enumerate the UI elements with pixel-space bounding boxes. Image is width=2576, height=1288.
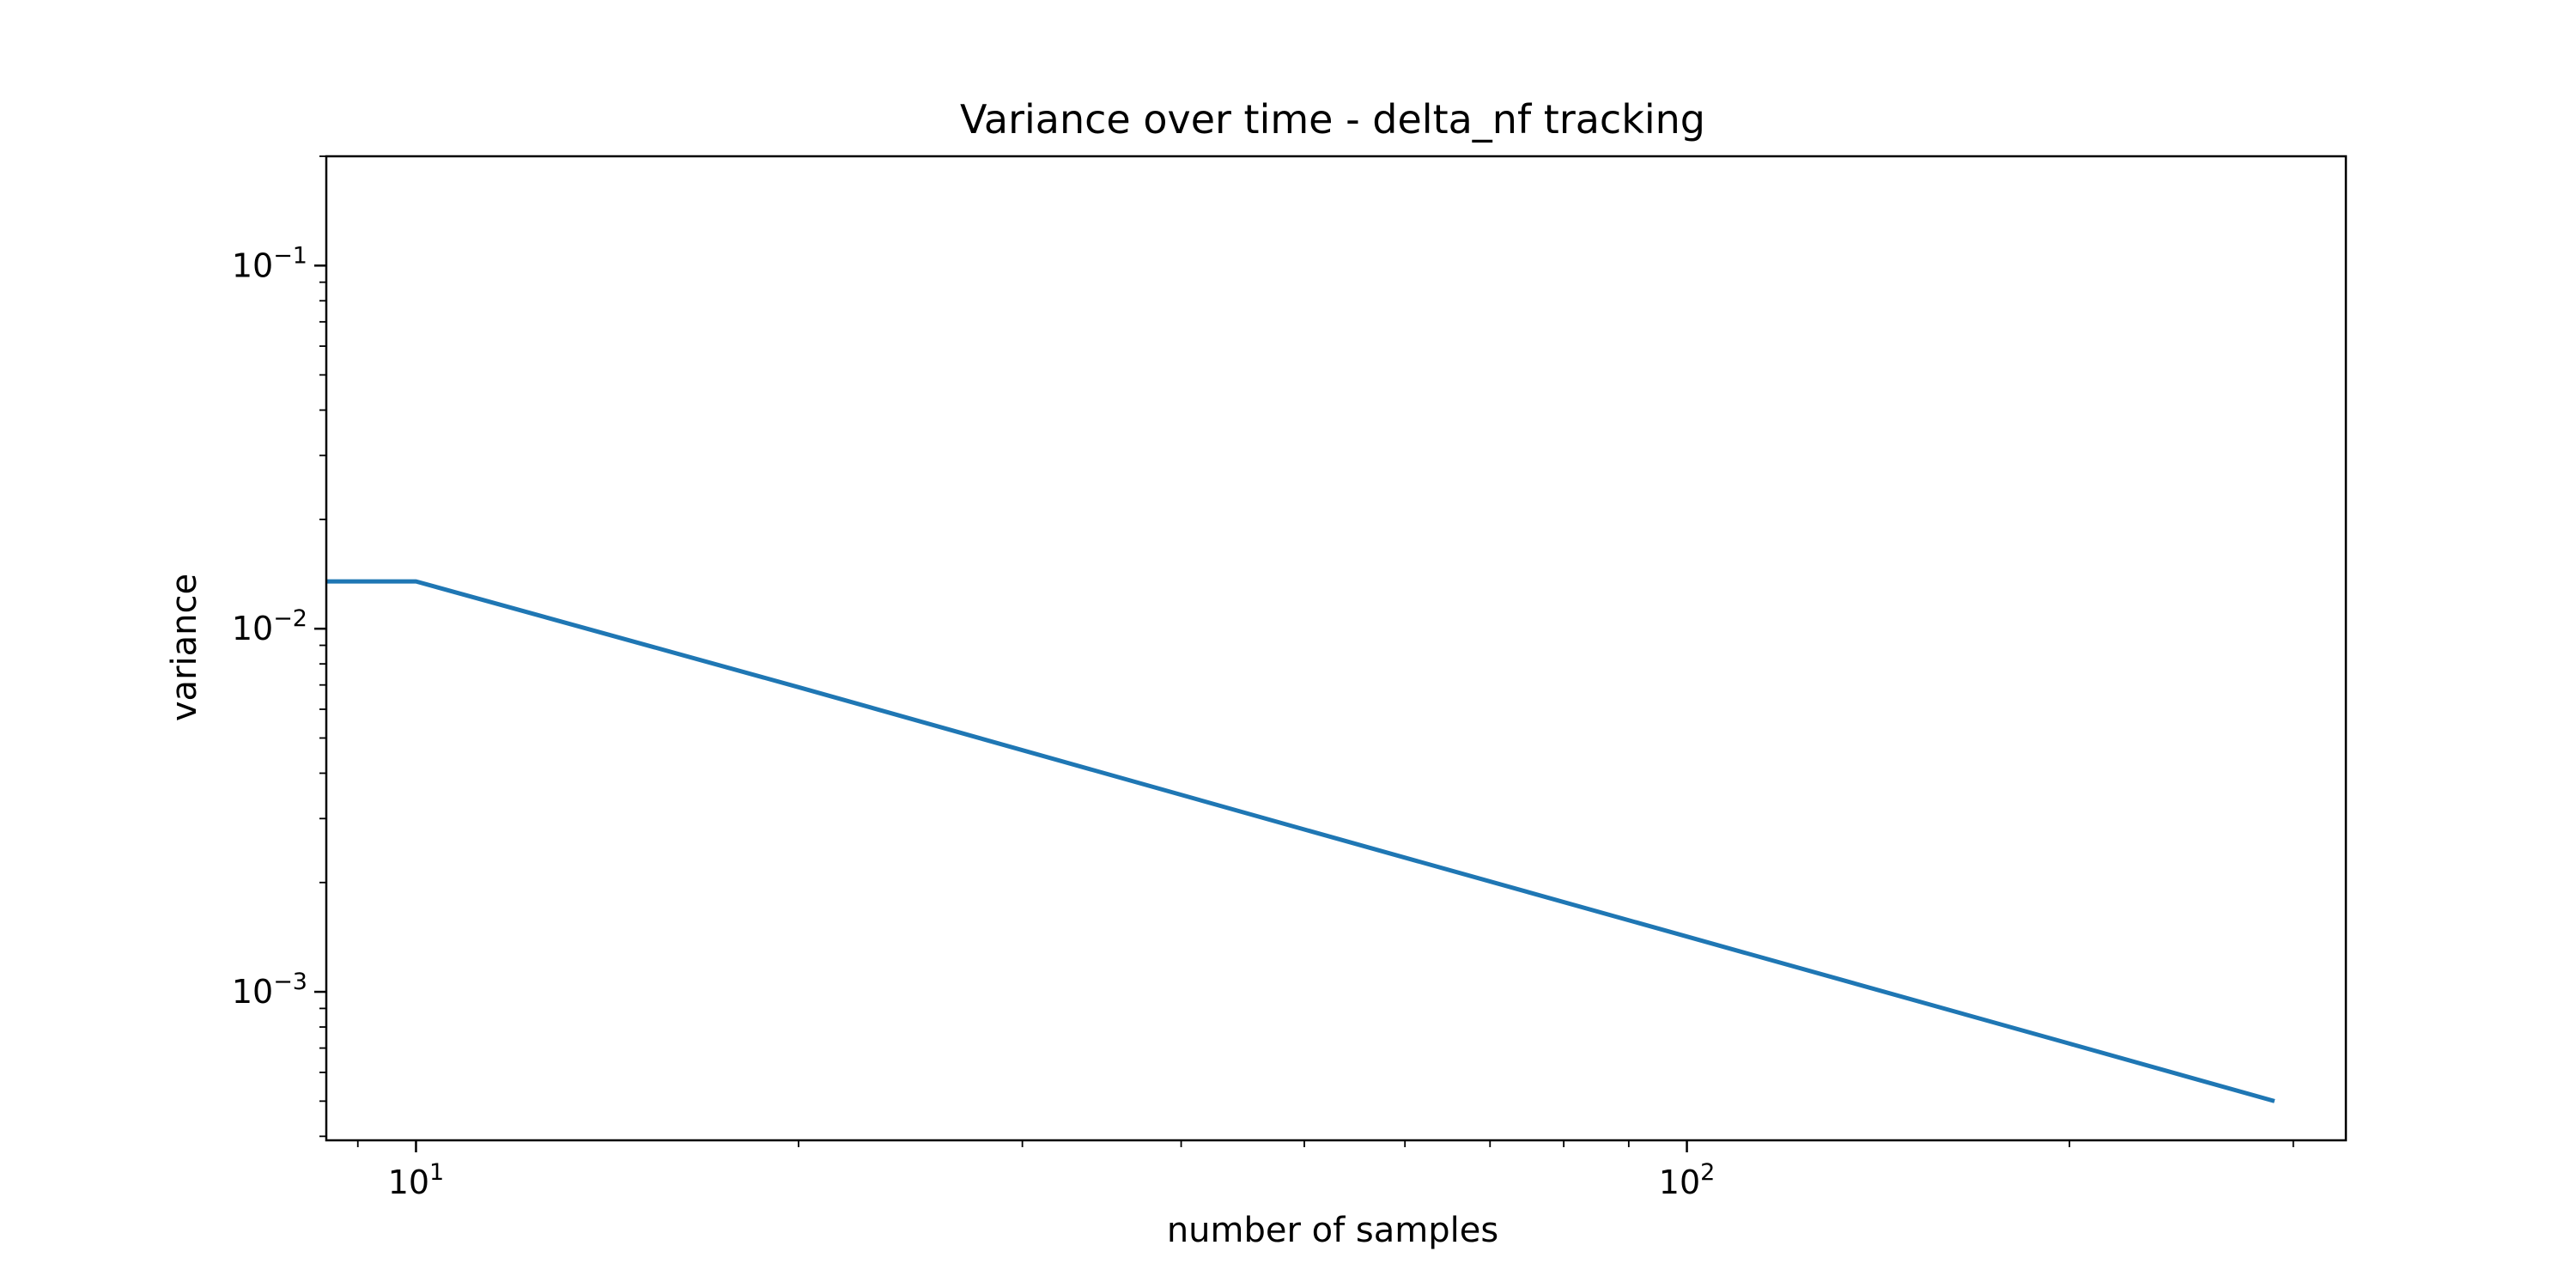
- x-tick-label: 102: [1659, 1159, 1716, 1201]
- y-tick-label: 10−1: [232, 242, 307, 284]
- plot-frame: [325, 155, 2348, 1142]
- y-tick-label: 10−3: [232, 969, 307, 1011]
- y-axis-label: variance: [165, 574, 204, 721]
- y-tick-label: 10−2: [232, 605, 307, 647]
- x-tick-label: 101: [388, 1159, 445, 1201]
- tick-layer: 101 102 10−1 10−2 10−3: [232, 155, 2294, 1201]
- series-layer: [325, 579, 2275, 1103]
- x-axis-label: number of samples: [1167, 1211, 1498, 1250]
- series-line-0: [326, 579, 2275, 1103]
- chart-title: Variance over time - delta_nf tracking: [960, 96, 1705, 143]
